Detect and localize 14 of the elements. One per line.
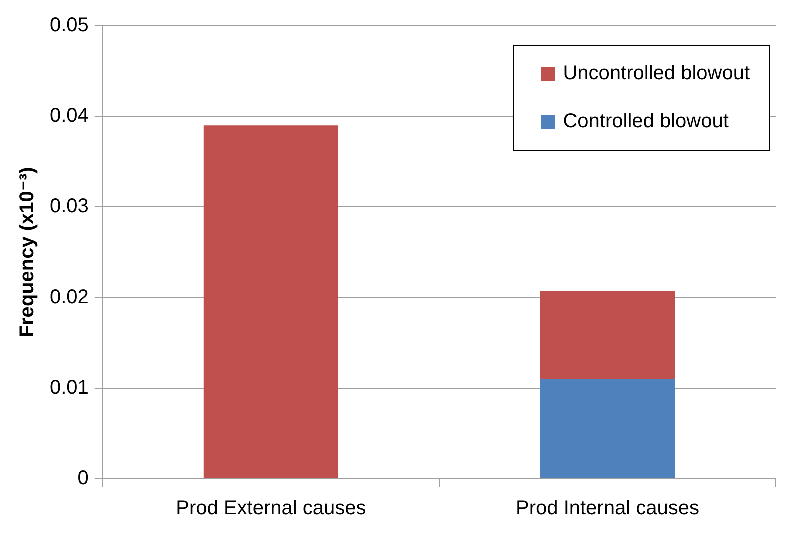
legend-label: Controlled blowout [563, 110, 730, 133]
y-tick-label: 0.02 [50, 286, 89, 308]
y-tick-label: 0.03 [50, 196, 89, 218]
bar [204, 126, 338, 478]
y-tick-label: 0.05 [50, 14, 89, 37]
legend-label: Uncontrolled blowout [563, 62, 750, 85]
x-tick-label: Prod External causes [176, 498, 366, 520]
y-tick-label: 0.04 [50, 105, 89, 128]
y-tick-label: 0 [78, 468, 89, 490]
y-axis-title: Frequency (x10⁻³) [16, 167, 39, 338]
bar [540, 379, 676, 478]
y-tick-label: 0.01 [50, 376, 89, 399]
x-tick-label: Prod Internal causes [516, 498, 700, 520]
bar [540, 291, 676, 380]
